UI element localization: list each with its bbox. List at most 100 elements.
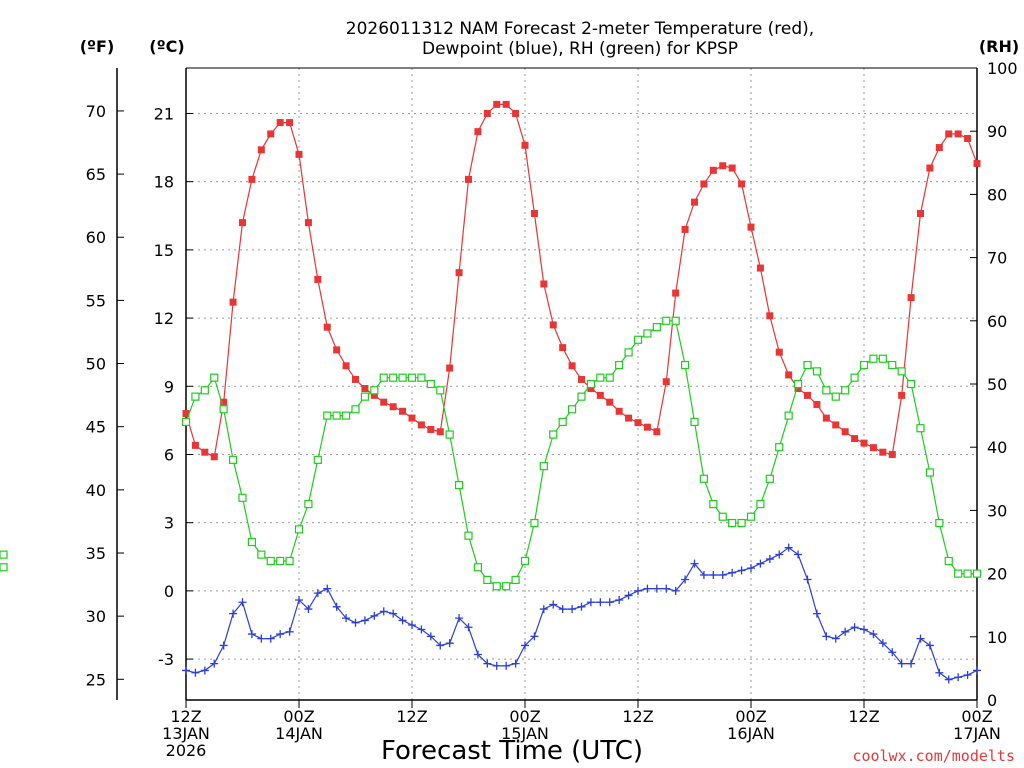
temperature-point <box>681 225 689 233</box>
dewpoint-point <box>699 570 708 579</box>
temperature-point <box>879 448 887 456</box>
temperature-point <box>596 391 604 399</box>
dewpoint-point <box>925 641 934 650</box>
dewpoint-point <box>907 659 916 668</box>
rh-point <box>728 518 737 528</box>
rh-point <box>737 518 746 528</box>
rh-point <box>181 417 191 427</box>
rh-point <box>690 417 699 427</box>
rh-tick-label: 20 <box>987 565 1007 584</box>
temperature-point <box>399 407 407 415</box>
dewpoint-point <box>530 632 539 641</box>
temperature-point <box>549 321 557 329</box>
temperature-point <box>540 280 548 288</box>
fahrenheit-tick-label: 25 <box>86 670 106 689</box>
temperature-point <box>229 298 237 306</box>
dewpoint-point <box>973 666 981 675</box>
dewpoint-point <box>182 666 190 675</box>
rh-point <box>803 360 812 370</box>
temperature-point <box>869 444 877 452</box>
dewpoint-point <box>238 598 247 607</box>
dewpoint-point <box>483 659 492 668</box>
rh-point <box>784 411 793 420</box>
rh-point <box>624 348 633 357</box>
temperature-point <box>578 375 585 383</box>
time-tick-label: 2026 <box>166 741 207 760</box>
dewpoint-point <box>586 598 595 607</box>
dewpoint-point <box>841 627 850 636</box>
rh-point <box>360 392 370 401</box>
rh-point <box>605 373 614 382</box>
rh-point <box>756 499 765 509</box>
fahrenheit-tick-label: 60 <box>86 228 106 247</box>
temperature-point <box>804 391 811 399</box>
rh-point <box>718 512 727 521</box>
time-tick-label: 12Z <box>170 707 201 726</box>
dewpoint-point <box>860 625 868 634</box>
temperature-point <box>389 403 397 411</box>
rh-tick-label: 30 <box>987 501 1007 520</box>
temperature-point <box>785 371 793 379</box>
rh-point <box>266 556 275 566</box>
dewpoint-point <box>549 600 558 609</box>
dewpoint-point <box>615 595 624 604</box>
temperature-point <box>220 398 228 406</box>
rh-point <box>746 512 756 521</box>
rh-point <box>294 525 304 534</box>
rh-point <box>379 373 388 382</box>
dewpoint-point <box>812 609 821 618</box>
dewpoint-point <box>803 575 812 584</box>
temperature-point <box>709 166 717 174</box>
rh-point <box>539 462 548 471</box>
dewpoint-point <box>398 616 407 625</box>
rh-point <box>841 386 850 395</box>
celsius-tick-label: 18 <box>154 173 174 192</box>
dewpoint-point <box>210 659 219 668</box>
temperature-point <box>954 130 962 138</box>
temperature-point <box>408 414 416 422</box>
temperature-point <box>832 421 840 429</box>
rh-point <box>276 556 285 566</box>
rh-point <box>285 556 294 566</box>
dewpoint-point <box>492 661 501 670</box>
dewpoint-point <box>765 555 774 564</box>
time-tick-label: 00Z <box>509 707 540 726</box>
temperature-point <box>756 264 764 272</box>
rh-point <box>464 531 473 540</box>
rh-point <box>925 468 935 477</box>
dewpoint-point <box>681 575 690 584</box>
dewpoint-point <box>370 611 379 620</box>
dewpoint-point <box>257 634 266 643</box>
temperature-point <box>860 439 868 447</box>
rh-point <box>436 386 445 395</box>
temperature-point <box>530 209 538 217</box>
dewpoint-point <box>360 616 369 625</box>
temperature-point <box>257 146 265 154</box>
temperature-point <box>380 398 388 406</box>
temperature-point <box>691 198 698 206</box>
temperature-point <box>455 269 463 277</box>
rh-tick-label: 40 <box>987 438 1007 457</box>
dewpoint-point <box>219 641 228 650</box>
rh-point <box>916 424 925 433</box>
fahrenheit-tick-label: 45 <box>86 418 106 437</box>
temperature-line <box>185 103 978 458</box>
temperature-point <box>775 348 783 356</box>
dewpoint-point <box>709 570 718 579</box>
rh-point <box>831 392 840 401</box>
credit-link[interactable]: coolwx.com/modelts <box>852 747 1015 765</box>
dewpoint-point <box>417 625 426 634</box>
rh-point <box>558 417 567 427</box>
temperature-point <box>248 175 256 183</box>
rh-point <box>530 518 539 528</box>
rh-point <box>586 379 596 389</box>
rh-point <box>906 379 916 389</box>
rh-point <box>520 556 530 566</box>
temperature-point <box>568 362 576 370</box>
temperature-point <box>512 109 520 117</box>
temperature-point <box>926 164 934 172</box>
temperature-point <box>182 410 190 418</box>
temperature-point <box>267 130 275 138</box>
temperature-point <box>634 419 642 427</box>
celsius-unit-label: (ºC) <box>149 37 184 56</box>
